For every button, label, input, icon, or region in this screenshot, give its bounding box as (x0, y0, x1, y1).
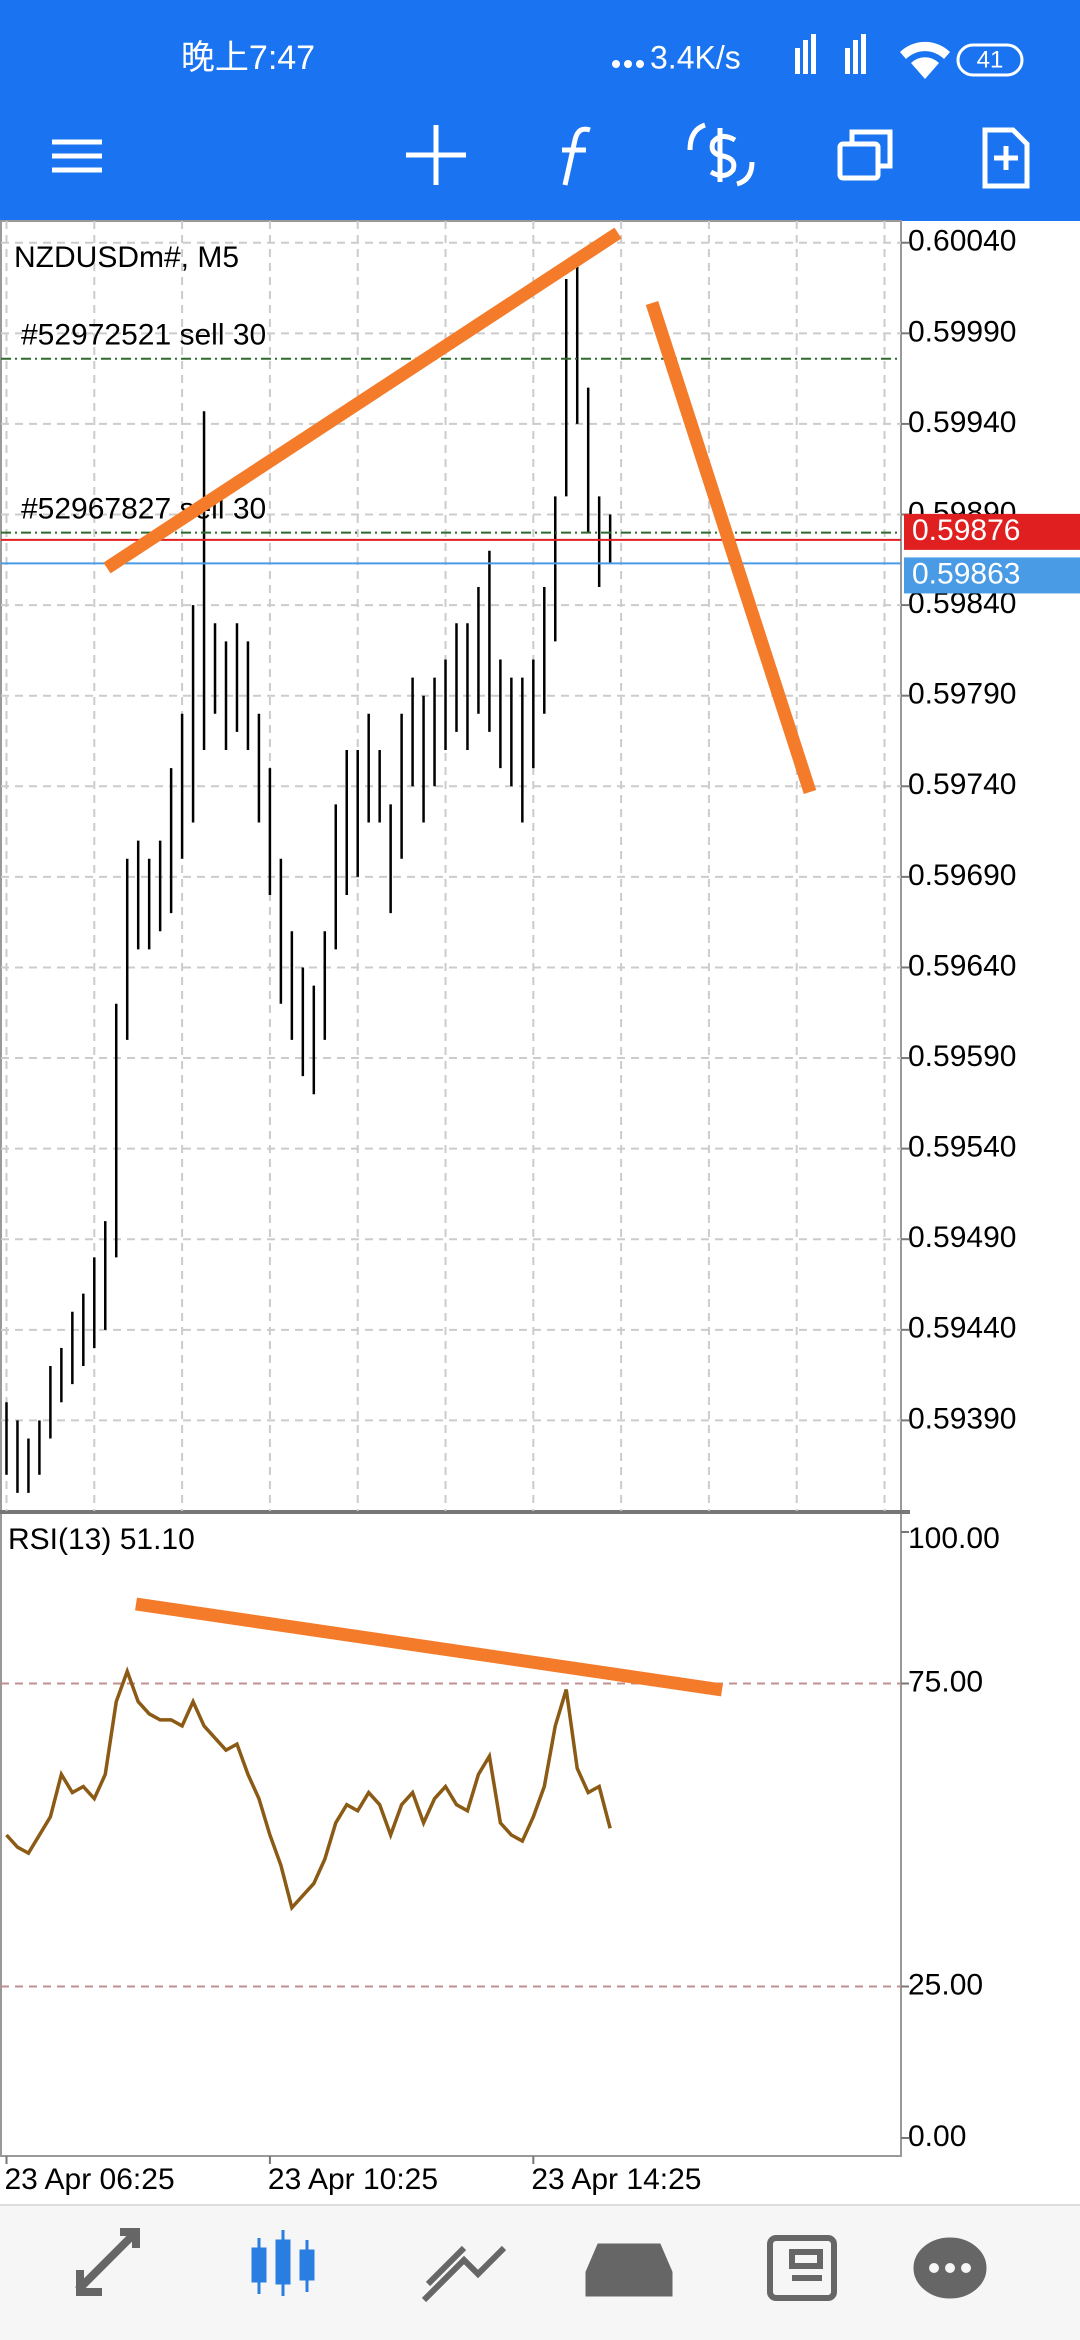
main-frame (0, 220, 902, 1512)
order-label: #52972521 sell 30 (21, 319, 266, 352)
order-label: #52967827 sell 30 (21, 493, 266, 526)
news-tab[interactable] (767, 2235, 837, 2301)
indicator-button[interactable] (562, 126, 591, 186)
y-tick-label: 0.59490 (908, 1221, 1016, 1254)
drawings (103, 227, 817, 1697)
y-tick-label: 75.00 (908, 1665, 983, 1698)
status-icons (612, 34, 950, 79)
crosshair-button[interactable] (406, 125, 466, 185)
net-speed: 3.4K/s (650, 39, 741, 75)
rsi-title: RSI(13) 51.10 (8, 1523, 195, 1556)
bid-tag (904, 513, 1080, 550)
y-tick-label: 0.59540 (908, 1131, 1016, 1164)
y-tick-label: 0.60040 (908, 225, 1016, 258)
quotes-tab[interactable] (75, 2228, 140, 2296)
battery-level: 41 (977, 46, 1004, 73)
y-tick-label: 0.59390 (908, 1402, 1016, 1435)
new-order-button[interactable] (982, 127, 1030, 189)
ask-tag (904, 557, 1080, 594)
y-tick-label: 0.59740 (908, 768, 1016, 801)
trend-line (645, 301, 817, 794)
y-tick-label: 0.59940 (908, 406, 1016, 439)
y-tick-label: 0.00 (908, 2120, 966, 2153)
rsi-line (5, 1666, 612, 1912)
header (0, 0, 1080, 221)
y-tick-label: 25.00 (908, 1968, 983, 2001)
trend-line (103, 227, 622, 574)
y-tick-label: 0.59640 (908, 949, 1016, 982)
y-tick-label: 0.59790 (908, 678, 1016, 711)
y-tick-label: 0.59440 (908, 1312, 1016, 1345)
y-tick-label: 100.00 (908, 1522, 1000, 1555)
bid-label: 0.59876 (912, 514, 1020, 547)
trade-tab[interactable] (421, 2245, 507, 2303)
x-tick-label: 23 Apr 14:25 (531, 2163, 701, 2196)
bottom-nav (0, 2205, 1080, 2340)
clock: 晚上7:47 (181, 39, 315, 77)
plots: 0.600400.599900.599400.598900.598400.597… (1, 221, 1080, 2196)
history-tab[interactable] (585, 2243, 673, 2297)
y-tick-label: 0.59990 (908, 315, 1016, 348)
trend-line (135, 1597, 723, 1697)
windows-button[interactable] (837, 129, 893, 181)
y-tick-label: 0.59590 (908, 1040, 1016, 1073)
toolbar (52, 122, 1030, 189)
trade-button[interactable] (687, 122, 755, 187)
ask-label: 0.59863 (912, 557, 1020, 590)
chart-title: NZDUSDm#, M5 (14, 241, 239, 274)
nav-icons (75, 2228, 987, 2303)
y-tick-label: 0.59690 (908, 859, 1016, 892)
chat-tab[interactable] (913, 2237, 987, 2299)
x-tick-label: 23 Apr 06:25 (4, 2163, 174, 2196)
battery (956, 43, 1024, 77)
x-tick-label: 23 Apr 10:25 (268, 2163, 438, 2196)
menu-button[interactable] (52, 139, 102, 173)
chart-tab[interactable] (251, 2230, 315, 2296)
